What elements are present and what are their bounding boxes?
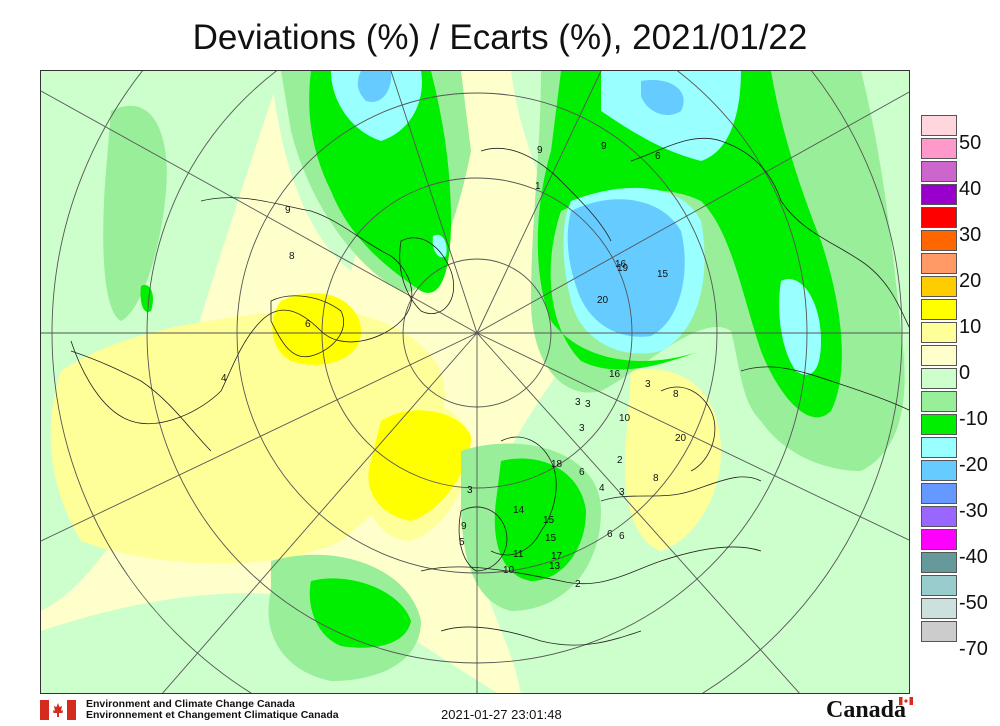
organization-name: Environment and Climate Change Canada En… <box>86 699 339 721</box>
legend-tick-label: 50 <box>959 132 982 154</box>
contour-label: 9 <box>537 145 543 156</box>
contour-label: 15 <box>545 533 557 544</box>
coastlines <box>70 137 909 646</box>
legend-tick-label: 10 <box>959 316 982 338</box>
legend-swatch <box>921 506 957 527</box>
contour-label: 20 <box>597 295 609 306</box>
legend-tick-label: -30 <box>959 500 988 522</box>
contour-label: 3 <box>467 485 473 496</box>
legend-swatch <box>921 138 957 159</box>
legend-tick-label: 0 <box>959 362 971 384</box>
legend-swatch <box>921 460 957 481</box>
contour-label: 4 <box>599 483 605 494</box>
contour-label: 17 <box>551 551 563 562</box>
legend-tick-label: -20 <box>959 454 988 476</box>
legend-swatch <box>921 276 957 297</box>
legend-tick-label: -10 <box>959 408 988 430</box>
contour-label: 15 <box>543 515 555 526</box>
contour-label: 8 <box>289 251 295 262</box>
legend-swatch <box>921 529 957 550</box>
deviation-map: 9 8 4 6 9 6 1 9 16 15 19 20 16 3 8 20 10… <box>40 70 910 694</box>
contour-label: 3 <box>579 423 585 434</box>
contour-label: 6 <box>305 319 311 330</box>
legend-swatch <box>921 115 957 136</box>
contour-label: 18 <box>551 459 563 470</box>
legend-swatch <box>921 345 957 366</box>
legend-tick-label: 30 <box>959 224 982 246</box>
contour-label: 1 <box>535 181 541 192</box>
contour-labels: 9 8 4 6 9 6 1 9 16 15 19 20 16 3 8 20 10… <box>221 141 687 590</box>
contour-label: 9 <box>285 205 291 216</box>
legend-tick-label: -40 <box>959 546 988 568</box>
legend-swatch <box>921 322 957 343</box>
legend-swatch <box>921 230 957 251</box>
contour-label: 8 <box>673 389 679 400</box>
org-name-french: Environnement et Changement Climatique C… <box>86 709 339 721</box>
org-name-english: Environment and Climate Change Canada <box>86 698 295 710</box>
contour-label: 20 <box>675 433 687 444</box>
legend-tick-label: 20 <box>959 270 982 292</box>
legend-swatch <box>921 391 957 412</box>
yellow-strong-regions <box>272 292 471 521</box>
contour-label: 16 <box>609 369 621 380</box>
contour-label: 11 <box>513 549 524 560</box>
strong-green-regions <box>140 71 842 648</box>
legend-swatch <box>921 184 957 205</box>
contour-label: 3 <box>585 399 591 410</box>
legend-tick-label: 40 <box>959 178 982 200</box>
contour-label: 2 <box>617 455 623 466</box>
legend-tick-label: -70 <box>959 638 988 660</box>
legend-swatch <box>921 621 957 642</box>
contour-label: 10 <box>619 413 631 424</box>
legend-swatch <box>921 437 957 458</box>
wordmark-flag-icon <box>899 697 913 705</box>
contour-label: 6 <box>607 529 613 540</box>
legend-tick-label: -50 <box>959 592 988 614</box>
contour-label: 10 <box>503 565 515 576</box>
contour-label: 2 <box>575 579 581 590</box>
legend-swatch <box>921 253 957 274</box>
contour-label: 16 <box>615 259 627 270</box>
contour-label: 9 <box>461 521 467 532</box>
legend-swatch <box>921 161 957 182</box>
legend-swatch <box>921 414 957 435</box>
contour-label: 19 <box>617 263 629 274</box>
polar-projection-svg: 9 8 4 6 9 6 1 9 16 15 19 20 16 3 8 20 10… <box>41 71 909 693</box>
contour-label: 6 <box>655 151 661 162</box>
contour-label: 14 <box>513 505 525 516</box>
legend-swatch <box>921 299 957 320</box>
contour-label: 4 <box>221 373 227 384</box>
graticule <box>41 71 909 693</box>
canada-flag-icon <box>40 700 76 720</box>
legend-swatch <box>921 207 957 228</box>
legend-swatch <box>921 598 957 619</box>
contour-label: 9 <box>601 141 607 152</box>
contour-label: 15 <box>657 269 669 280</box>
legend-swatch <box>921 575 957 596</box>
contour-label: 6 <box>619 531 625 542</box>
contour-label: 6 <box>579 467 585 478</box>
chart-title: Deviations (%) / Ecarts (%), 2021/01/22 <box>192 18 808 57</box>
contour-label: 3 <box>645 379 651 390</box>
contour-label: 8 <box>653 473 659 484</box>
canada-wordmark: Canada <box>826 697 907 723</box>
contour-label: 3 <box>575 397 581 408</box>
contour-label: 3 <box>619 487 625 498</box>
legend-swatch <box>921 368 957 389</box>
contour-label: 13 <box>549 561 561 572</box>
generated-timestamp: 2021-01-27 23:01:48 <box>441 707 562 722</box>
contour-label: 5 <box>459 537 465 548</box>
legend-swatch <box>921 483 957 504</box>
legend-swatch <box>921 552 957 573</box>
